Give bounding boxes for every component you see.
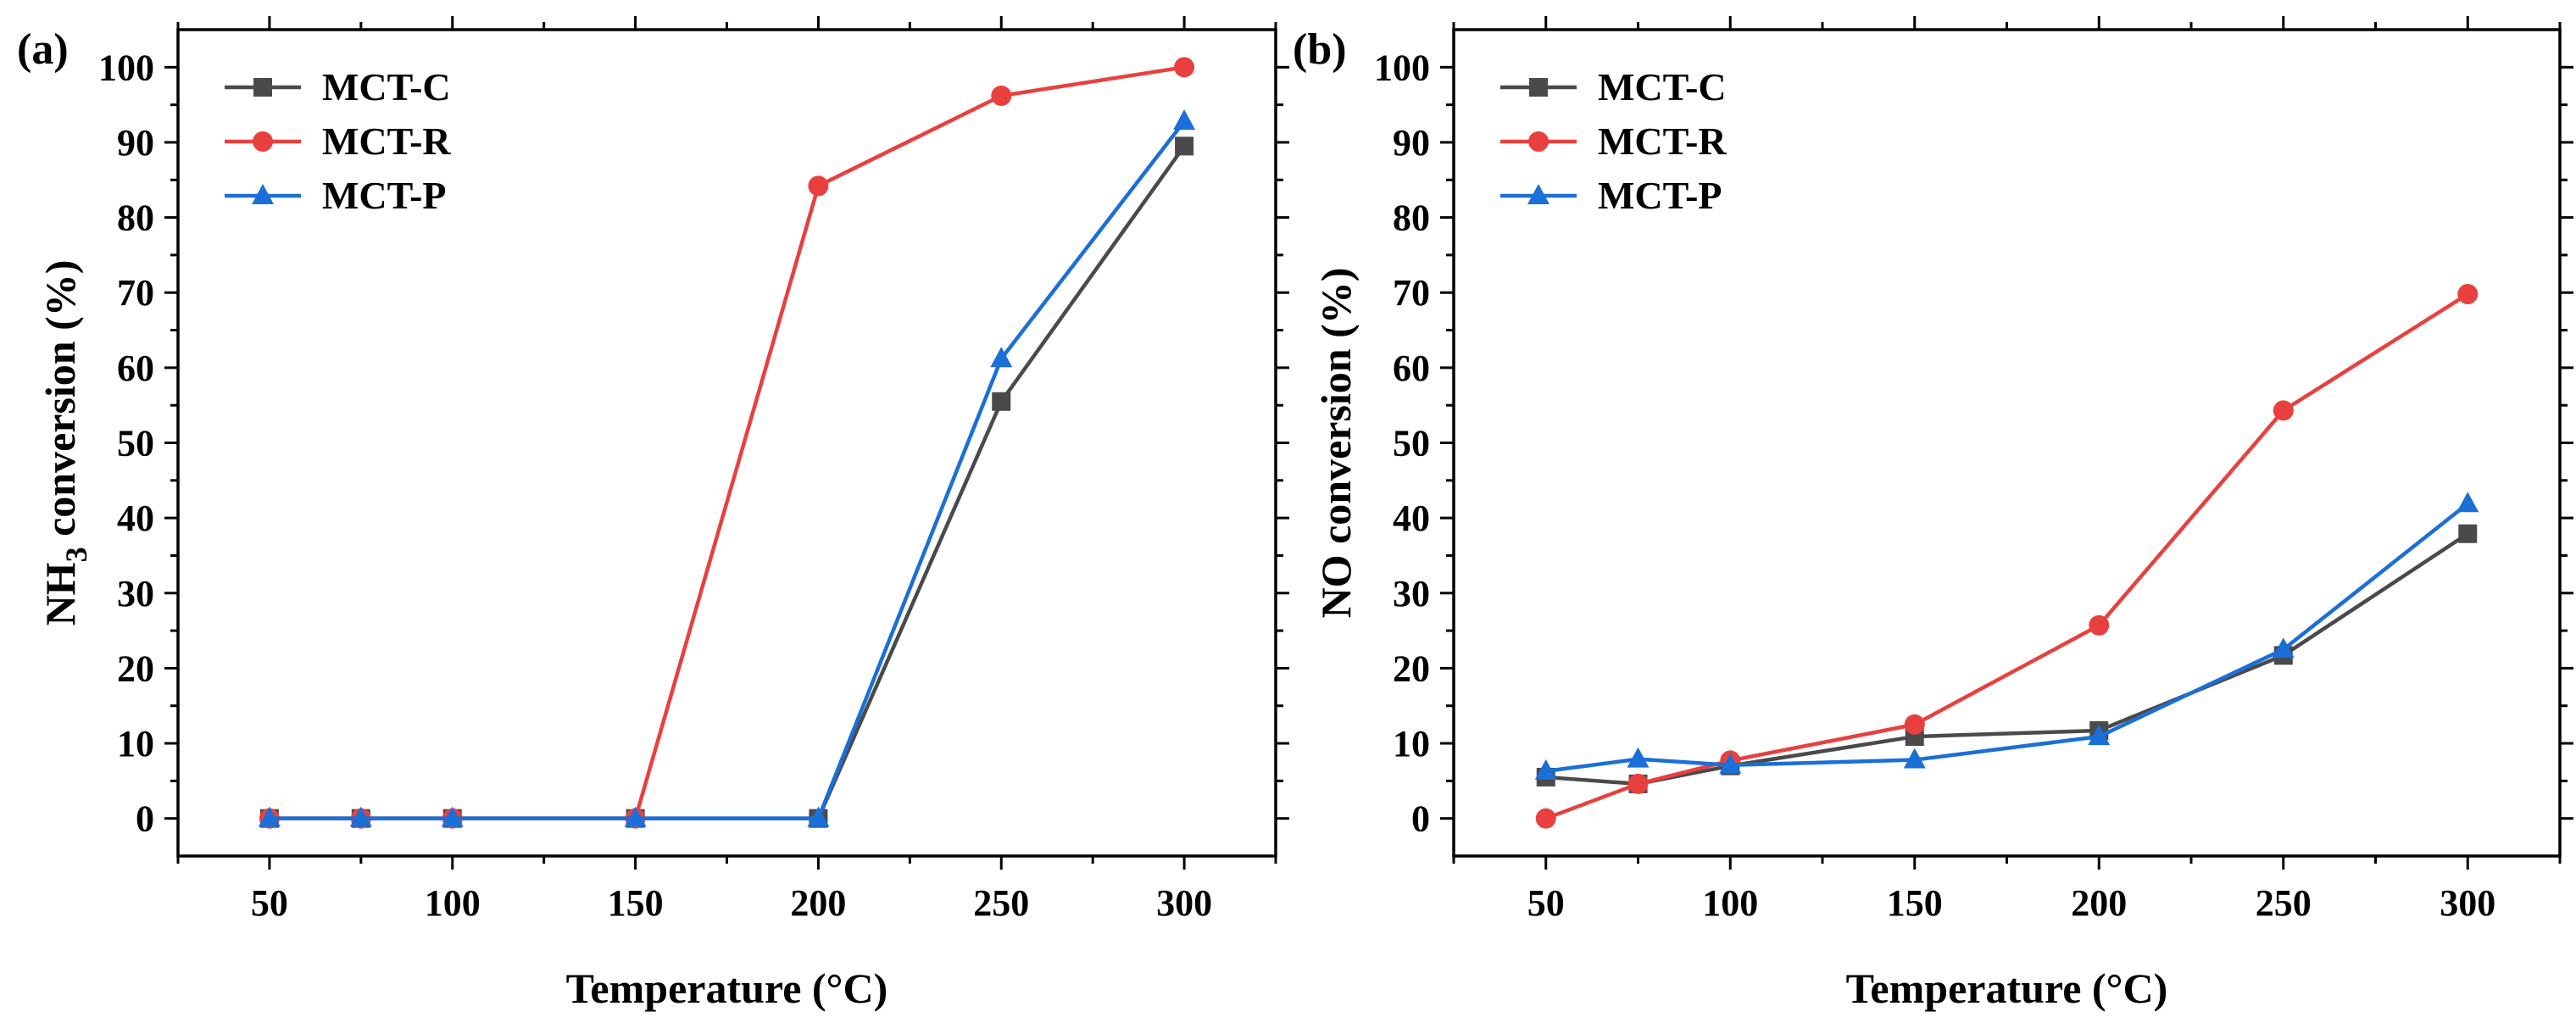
data-point [2088,725,2111,746]
y-axis-label: NH3 conversion (%) [36,260,93,626]
y-axis-label-subscript: 3 [59,547,93,562]
data-point [2457,284,2479,304]
y-axis-label-main: NH [36,562,84,625]
x-tick-label: 200 [2071,882,2127,924]
series-mct-p [1534,492,2479,780]
data-point [1903,748,1926,769]
data-point [1175,136,1194,156]
data-point [807,806,830,827]
data-point [1627,773,1649,794]
y-tick-label: 40 [1393,498,1430,539]
x-axis-label: Temperature (°C) [1846,965,2168,1012]
legend-marker [1527,184,1549,204]
legend: MCT-C MCT-R MCT-P [1500,65,1727,217]
x-tick-label: 300 [1156,882,1212,924]
y-axis-label-rest: conversion (%) [36,260,84,548]
data-point [991,86,1012,106]
legend-label: MCT-R [1598,120,1727,163]
x-tick-label: 100 [425,882,481,924]
panel-label: (a) [17,25,69,74]
data-point [992,392,1011,411]
y-tick-label: 10 [117,723,154,764]
series-line [269,145,1186,820]
panel-label: (b) [1293,25,1347,74]
x-tick-label: 50 [251,882,288,924]
data-point [990,347,1013,368]
legend-label: MCT-C [1598,65,1727,108]
y-tick-label: 90 [117,122,154,164]
series-mct-p [258,109,1196,827]
legend-marker [253,131,273,152]
data-point [2089,614,2110,636]
legend: MCT-C MCT-R MCT-P [225,65,451,217]
series-line [1544,292,2469,820]
series-line [1545,502,2469,774]
data-point [624,806,647,827]
y-tick-label: 60 [117,347,154,389]
x-tick-label: 150 [1887,882,1943,924]
data-point [2458,524,2478,543]
y-tick-label: 60 [1393,347,1430,389]
y-tick-label: 70 [1393,272,1430,314]
y-axis-label-main: NO conversion (%) [1312,268,1360,619]
data-point [1174,57,1195,78]
series-mct-c [1536,524,2478,793]
data-point [1719,753,1742,774]
y-tick-label: 50 [117,423,154,464]
y-tick-label: 80 [1393,197,1430,239]
y-tick-label: 100 [1374,47,1430,88]
x-tick-label: 150 [608,882,664,924]
data-point [1627,747,1650,768]
series-mct-c [259,136,1194,828]
legend-marker [1529,78,1548,97]
y-tick-label: 30 [117,573,154,614]
y-tick-label: 30 [1393,573,1430,614]
legend-marker [1528,131,1549,152]
y-tick-label: 40 [117,498,154,539]
x-tick-label: 50 [1527,882,1565,924]
data-point [1535,808,1556,829]
series-mct-r [259,57,1195,829]
panel-b: 0 10 20 30 40 50 60 70 80 90 100 50 100 150 200 250 300 T… [1293,16,2573,1012]
legend-label: MCT-C [322,65,451,108]
y-tick-label: 0 [1411,798,1430,840]
data-point [1173,109,1196,131]
series-line [269,120,1186,820]
x-axis-label: Temperature (°C) [566,965,888,1012]
x-tick-label: 250 [973,882,1029,924]
data-point [2272,637,2295,659]
data-point [258,806,281,827]
data-point [1904,714,1925,735]
data-point [1534,759,1557,780]
y-tick-label: 80 [117,197,154,239]
legend-label: MCT-P [322,174,447,217]
data-point [441,806,464,827]
legend-label: MCT-R [322,120,451,163]
y-tick-label: 20 [117,648,154,689]
y-tick-label: 20 [1393,648,1430,689]
y-axis-label: NO conversion (%) [1312,268,1360,619]
legend-marker [253,78,272,97]
y-tick-label: 10 [1393,723,1430,764]
data-point [349,806,372,827]
panel-a: 0 10 20 30 40 50 60 70 80 90 100 50 100 150 200 250 300 T… [17,16,1289,1012]
legend-label: MCT-P [1598,174,1722,217]
x-tick-label: 300 [2440,882,2495,924]
x-tick-label: 200 [790,882,846,924]
y-tick-label: 70 [117,272,154,314]
data-point [808,175,829,197]
series-mct-r [1535,284,2479,829]
y-tick-label: 90 [1393,122,1430,164]
y-tick-label: 0 [136,798,154,840]
x-tick-label: 250 [2256,882,2312,924]
data-point [2456,492,2479,513]
y-tick-label: 50 [1393,423,1430,464]
y-tick-label: 100 [98,47,154,88]
x-tick-label: 100 [1702,882,1758,924]
legend-marker [252,184,274,204]
data-point [2273,400,2294,421]
